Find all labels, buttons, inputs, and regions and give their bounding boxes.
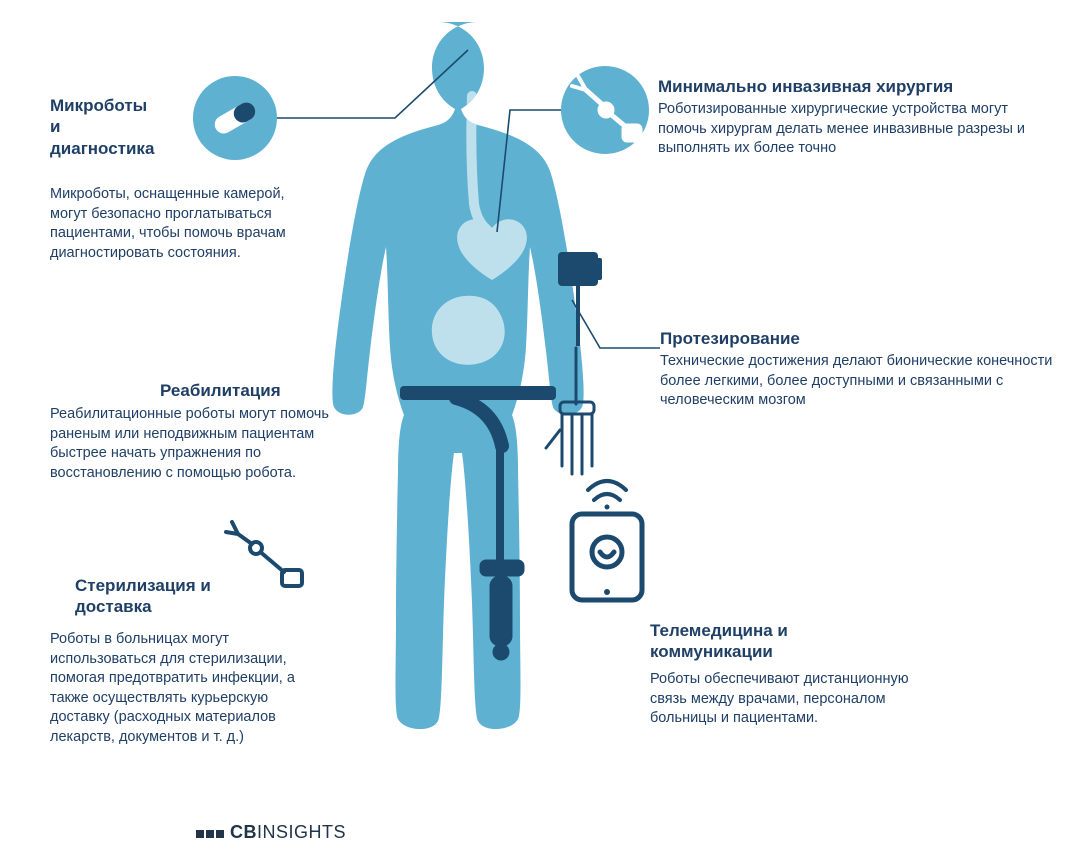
prosthetics-body-block: Технические достижения делают бионически… (660, 352, 1055, 411)
tablet-icon (572, 481, 642, 600)
rehab-body-block: Реабилитационные роботы могут помочь ран… (50, 405, 330, 483)
human-silhouette (332, 22, 583, 729)
rehab-body: Реабилитационные роботы могут помочь ран… (50, 405, 330, 483)
microbots-body: Микроботы, оснащенные камерой, могут без… (50, 185, 315, 263)
telemed-title: Телемедицина и коммуникации (650, 620, 870, 663)
microbots-title: Микроботы и диагностика (50, 95, 230, 159)
sterilize-block: Стерилизация и доставка (75, 575, 255, 624)
surgery-body: Роботизированные хирургические устройств… (658, 100, 1058, 159)
surgery-title: Минимально инвазивная хирургия (658, 76, 1038, 97)
sterilize-body-block: Роботы в больницах могут использоваться … (50, 630, 325, 747)
logo-bold: CB (230, 822, 257, 842)
prosthetics-body: Технические достижения делают бионически… (660, 352, 1055, 411)
sterilize-title: Стерилизация и доставка (75, 575, 255, 618)
rehab-block: Реабилитация (160, 380, 360, 407)
telemed-body-block: Роботы обеспечивают дистанционную связь … (650, 670, 930, 729)
surgery-body-block: Роботизированные хирургические устройств… (658, 100, 1058, 159)
sterilize-body: Роботы в больницах могут использоваться … (50, 630, 325, 747)
microbots-block: Микроботы и диагностика (50, 95, 230, 165)
cbinsights-logo: CBINSIGHTS (195, 822, 346, 843)
surgical-arm-icon (561, 66, 649, 154)
prosthetics-title: Протезирование (660, 328, 1020, 349)
waist-belt (400, 386, 556, 400)
telemed-block: Телемедицина и коммуникации (650, 620, 870, 669)
telemed-body: Роботы обеспечивают дистанционную связь … (650, 670, 930, 729)
rehab-title: Реабилитация (160, 380, 360, 401)
microbots-body-block: Микроботы, оснащенные камерой, могут без… (50, 185, 315, 263)
logo-thin: INSIGHTS (257, 822, 346, 842)
